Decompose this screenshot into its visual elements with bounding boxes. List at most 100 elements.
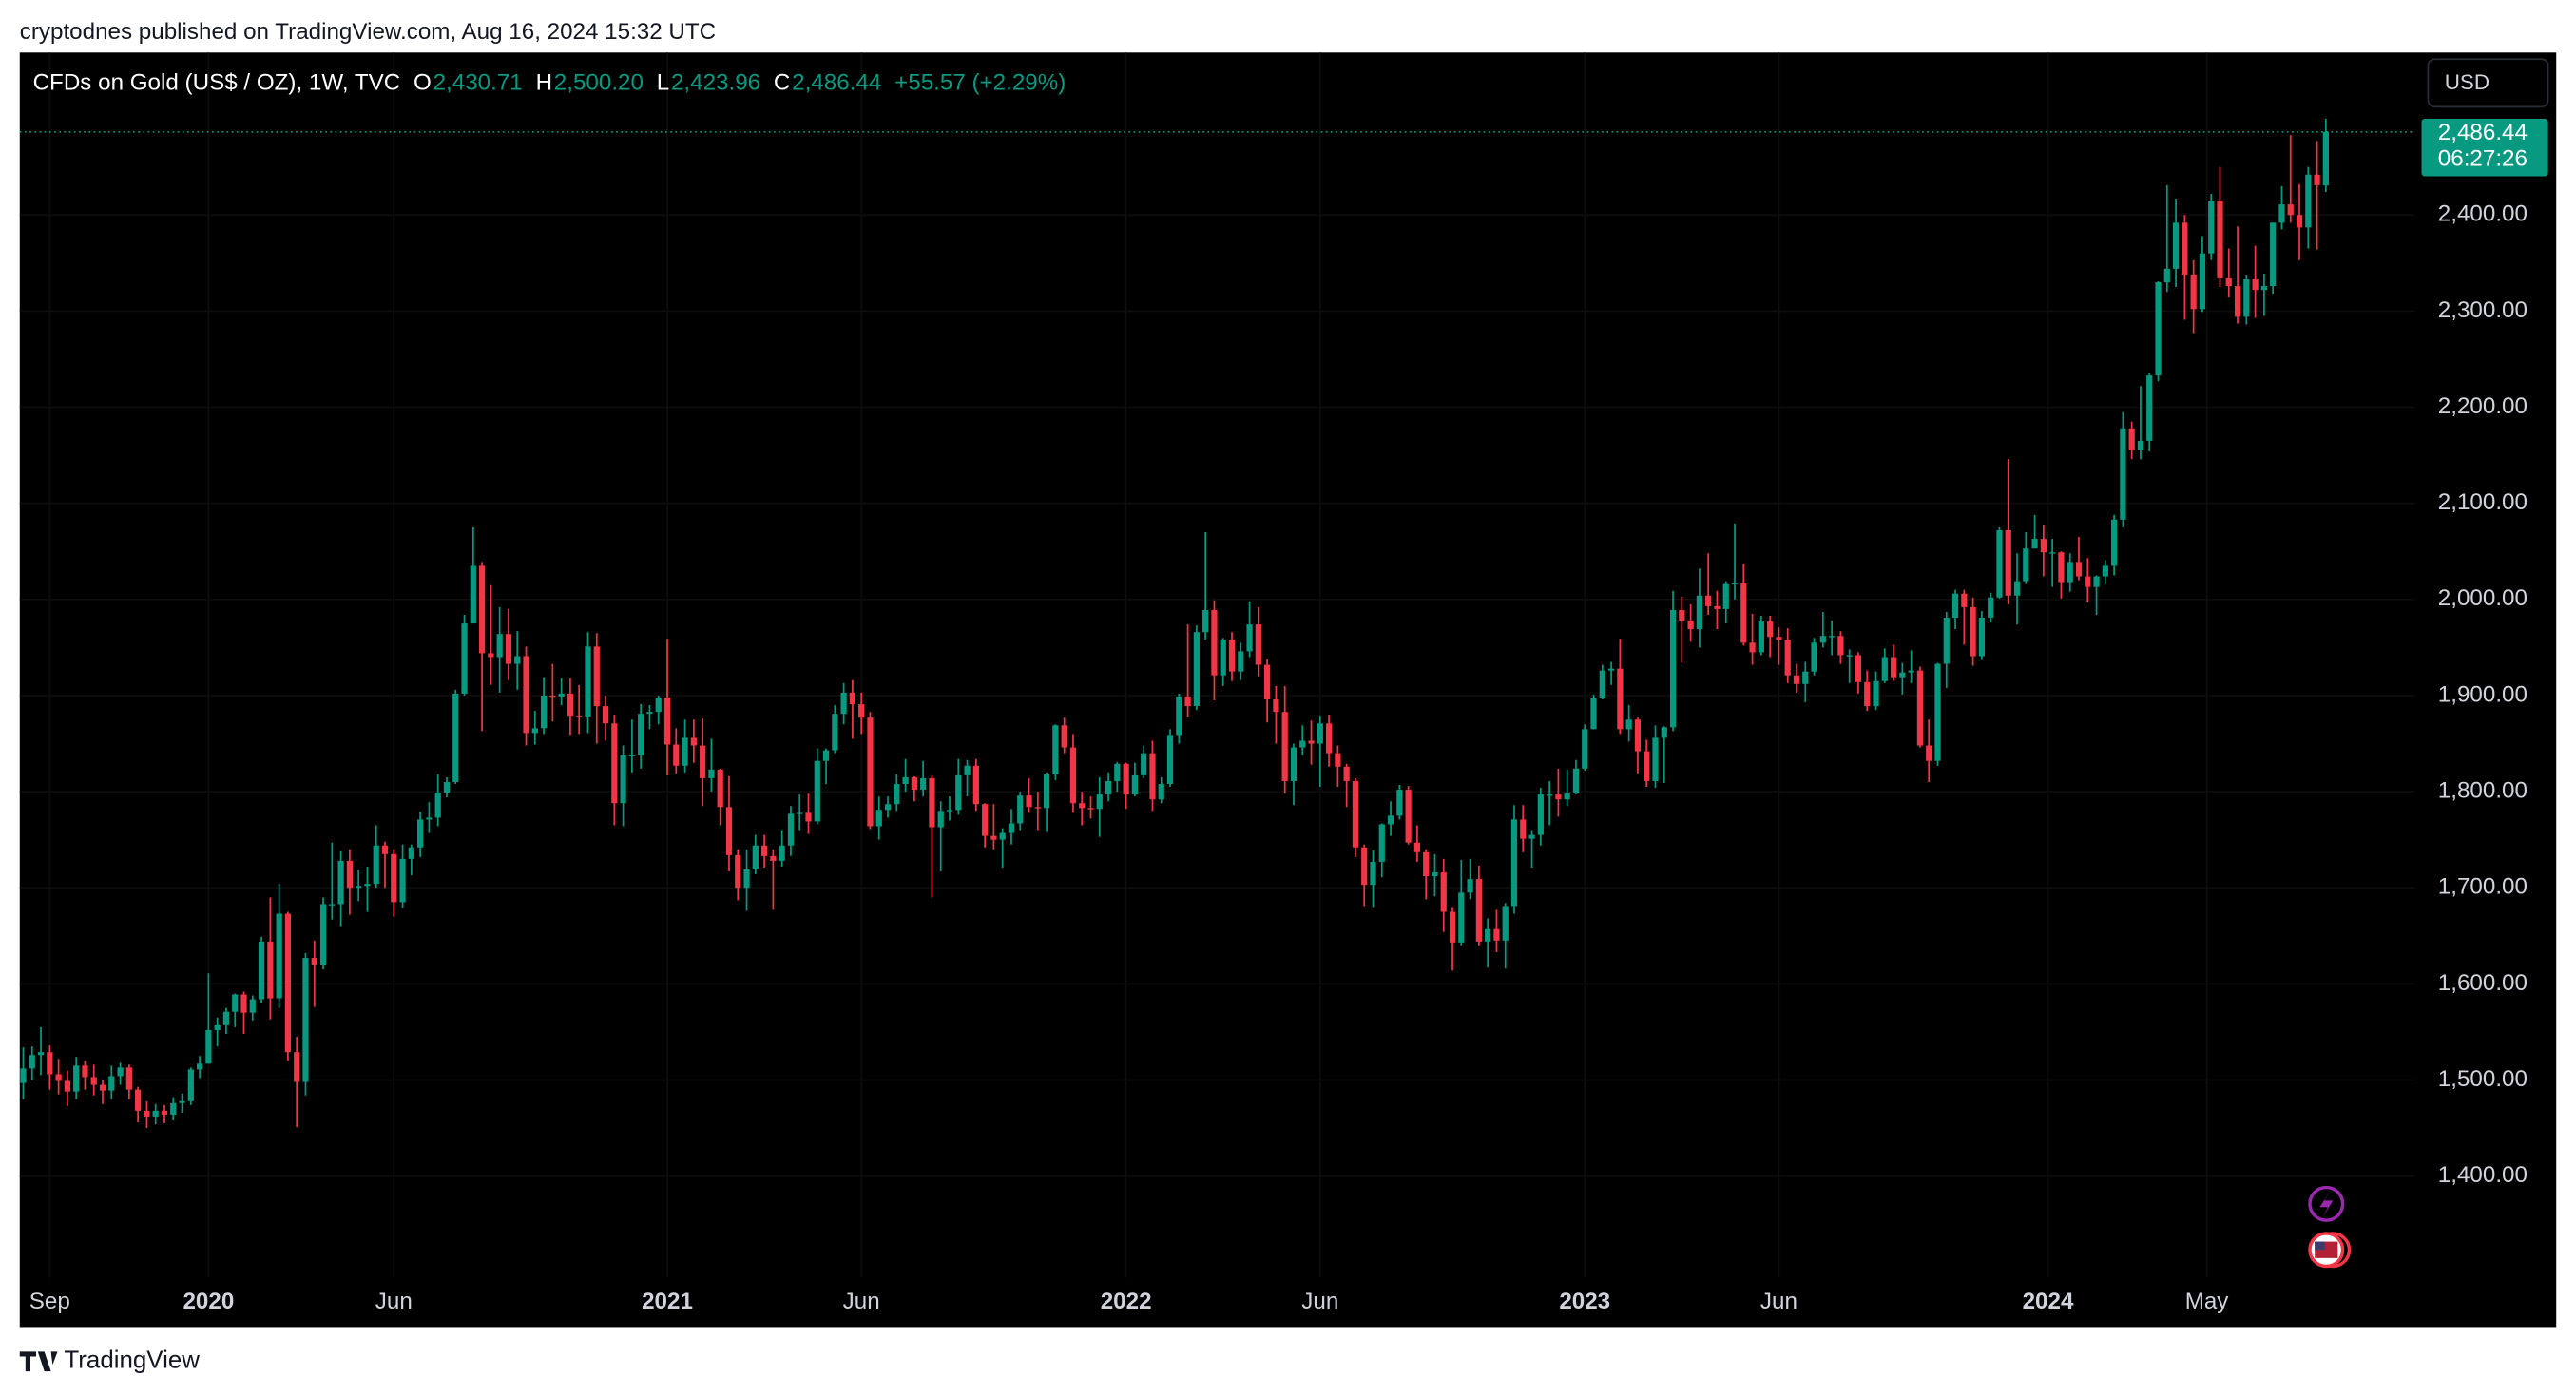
candle-body: [990, 835, 997, 840]
candle-body: [1387, 815, 1394, 825]
candle-body: [1617, 668, 1624, 730]
currency-button[interactable]: [2427, 58, 2549, 108]
event-icon[interactable]: [2308, 1185, 2345, 1222]
candle-body: [1819, 636, 1826, 643]
candle-body: [1634, 719, 1642, 752]
candle-body: [2093, 576, 2100, 587]
candle-body: [585, 646, 591, 717]
candle-body: [1405, 790, 1412, 843]
candle-body: [1378, 824, 1385, 862]
candle-body: [1273, 698, 1279, 713]
candle-body: [540, 695, 548, 729]
candle-body: [2013, 581, 2021, 596]
candle-body: [1607, 668, 1615, 671]
candle-body: [37, 1052, 45, 1056]
candle-body: [1864, 681, 1871, 707]
candle-body: [1802, 671, 1809, 684]
candle-body: [2314, 174, 2320, 185]
candle-body: [1423, 851, 1430, 877]
candle-body: [2172, 222, 2180, 269]
candle-body: [1061, 725, 1067, 748]
candle-body: [2023, 548, 2029, 582]
candle-body: [1988, 597, 1994, 619]
candle-body: [2163, 268, 2170, 283]
time-axis: Sep 2020 Jun 2021 Jun 2022 Jun 2023 Jun 2024 May: [29, 1289, 2230, 1314]
candle-body: [1361, 847, 1368, 886]
candle-body: [73, 1065, 80, 1092]
candles: [19, 118, 2415, 1129]
candle-body: [1943, 618, 1950, 664]
candle-body: [267, 941, 274, 999]
y-tick-label: 2,100.00: [2438, 489, 2528, 515]
candle-body: [628, 755, 635, 757]
candle-body: [2208, 201, 2215, 254]
candle-body: [319, 904, 327, 965]
candle-body: [514, 656, 521, 664]
candle-body: [205, 1029, 212, 1064]
candle-body: [646, 712, 653, 715]
candle-body: [144, 1110, 150, 1117]
candle-body: [1555, 794, 1562, 800]
candle-body: [2111, 519, 2118, 566]
candle-body: [276, 913, 282, 999]
candle-body: [1043, 774, 1050, 809]
candle-body: [170, 1102, 177, 1115]
legend-key: H: [536, 70, 552, 96]
x-tick-label: Jun: [1760, 1289, 1797, 1314]
candle-body: [1926, 745, 1932, 761]
y-tick-label: 1,400.00: [2438, 1162, 2528, 1188]
candle-body: [972, 765, 979, 805]
candle-body: [1644, 751, 1650, 781]
candle-body: [1890, 657, 1897, 678]
candle-body: [1846, 655, 1853, 657]
candle-body: [1590, 698, 1597, 730]
candle-body: [240, 994, 247, 1013]
candle-body: [1873, 680, 1879, 707]
x-tick-label: Sep: [29, 1289, 70, 1314]
candle-body: [894, 783, 900, 805]
candle-body: [1079, 803, 1086, 809]
candle-body: [1370, 861, 1376, 886]
candle-body: [505, 634, 512, 664]
candle-body: [2305, 174, 2312, 228]
candle-body: [434, 793, 441, 818]
candle-body: [135, 1089, 142, 1111]
legend-key: L: [657, 70, 669, 96]
candle-body: [663, 697, 671, 745]
candle-body: [2049, 552, 2056, 554]
candle-body: [249, 999, 256, 1013]
candle-body: [690, 737, 697, 746]
x-tick-label: 2024: [2023, 1289, 2074, 1314]
candle-body: [523, 656, 529, 734]
candle-body: [840, 692, 847, 715]
y-tick-label: 2,400.00: [2438, 201, 2528, 227]
candle-body: [1166, 735, 1174, 784]
candle-body: [1069, 747, 1077, 804]
candle-body: [20, 1068, 27, 1083]
legend-value: 2,430.71: [433, 70, 523, 96]
candle-body: [294, 1052, 300, 1082]
candle-body: [2243, 279, 2250, 317]
x-tick-label: Jun: [375, 1289, 413, 1314]
candle-body: [1255, 624, 1261, 665]
candle-body: [1767, 621, 1774, 638]
candle-body: [1696, 595, 1703, 630]
candle-body: [1228, 640, 1236, 672]
candle-body: [2137, 440, 2144, 451]
candle-body: [2217, 201, 2223, 278]
candle-body: [655, 697, 662, 713]
candle-body: [1599, 670, 1605, 698]
candle-body: [2270, 222, 2277, 287]
candle-body: [964, 765, 971, 775]
candle-body: [1335, 753, 1341, 767]
candle-body: [108, 1076, 115, 1091]
candle-body: [1299, 740, 1306, 748]
candle-body: [1793, 675, 1800, 684]
legend-value: 2,423.96: [671, 70, 760, 96]
candle-body: [1758, 621, 1764, 653]
x-tick-label: 2022: [1101, 1289, 1152, 1314]
candle-body: [2296, 215, 2303, 228]
candle-body: [743, 869, 750, 889]
candle-body: [1220, 640, 1226, 676]
candle-body: [1202, 609, 1209, 633]
